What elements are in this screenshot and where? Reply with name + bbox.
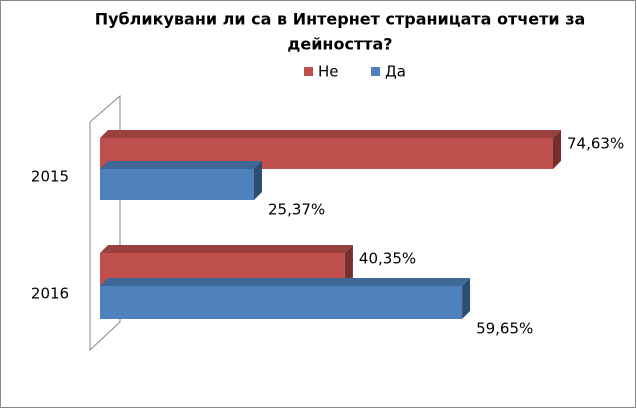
value-label: 74,63% [567, 135, 624, 153]
chart-title: Публикувани ли са в Интернет страницата … [95, 10, 586, 29]
chart-title: дейността? [287, 35, 392, 54]
bar [100, 161, 262, 200]
bar [100, 278, 471, 319]
value-label: 40,35% [359, 250, 416, 268]
legend-swatch [371, 67, 380, 76]
y-tick-label: 2016 [31, 285, 69, 303]
legend-label: Да [385, 63, 406, 81]
legend-label: Не [318, 63, 339, 81]
legend-swatch [304, 67, 313, 76]
y-tick-label: 2015 [31, 168, 69, 186]
value-label: 59,65% [476, 320, 533, 338]
value-label: 25,37% [268, 201, 325, 219]
